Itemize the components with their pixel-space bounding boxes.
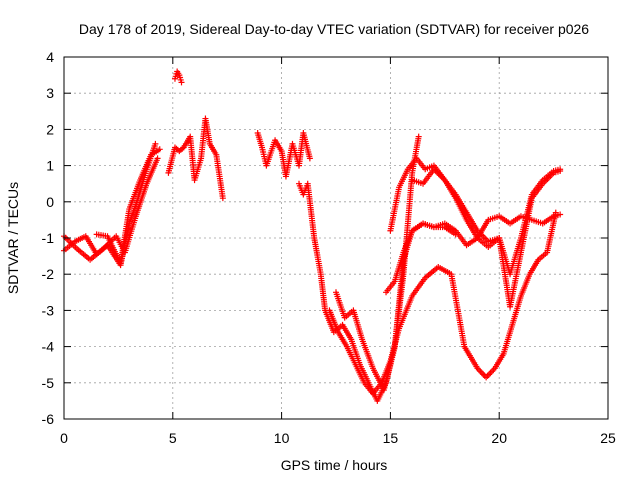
x-tick-label: 0 bbox=[60, 430, 68, 446]
data-point bbox=[557, 168, 564, 175]
x-tick-label: 20 bbox=[491, 430, 507, 446]
axis-ticks: -6 -5 -4 -3 -2 -1 0 1 2 3 4 0 5 10 15 20 25 bbox=[42, 49, 616, 446]
data-point bbox=[152, 140, 159, 147]
y-tick-label: -6 bbox=[42, 411, 55, 427]
y-tick-label: -3 bbox=[42, 302, 55, 318]
y-tick-label: -2 bbox=[42, 266, 55, 282]
data-point bbox=[178, 79, 185, 86]
data-point bbox=[154, 155, 161, 162]
y-tick-label: 3 bbox=[46, 85, 54, 101]
series-track-i bbox=[383, 220, 459, 296]
y-tick-label: 0 bbox=[46, 194, 54, 210]
grid bbox=[64, 57, 608, 419]
x-tick-label: 25 bbox=[600, 430, 616, 446]
y-axis-label: SDTVAR / TECUs bbox=[5, 182, 21, 294]
data-markers bbox=[61, 68, 564, 404]
y-tick-label: 2 bbox=[46, 121, 54, 137]
chart-title: Day 178 of 2019, Sidereal Day-to-day VTE… bbox=[79, 21, 589, 37]
x-tick-label: 5 bbox=[169, 430, 177, 446]
data-point bbox=[452, 231, 459, 238]
series-spike-5h bbox=[171, 68, 185, 86]
series-cluster-5h bbox=[165, 115, 226, 202]
x-axis-label: GPS time / hours bbox=[281, 457, 388, 473]
data-point bbox=[557, 211, 564, 218]
series-track-f bbox=[333, 211, 564, 394]
data-point bbox=[306, 155, 313, 162]
series-track-h bbox=[409, 166, 564, 310]
y-tick-label: -4 bbox=[42, 339, 55, 355]
y-tick-label: -1 bbox=[42, 230, 55, 246]
series-cluster-9h bbox=[254, 130, 313, 180]
y-tick-label: -5 bbox=[42, 375, 55, 391]
data-point bbox=[219, 195, 226, 202]
x-tick-label: 10 bbox=[274, 430, 290, 446]
y-tick-label: 1 bbox=[46, 158, 54, 174]
x-tick-label: 15 bbox=[383, 430, 399, 446]
data-point bbox=[415, 133, 422, 140]
y-tick-label: 4 bbox=[46, 49, 54, 65]
series-track-c bbox=[93, 146, 163, 267]
data-point bbox=[156, 146, 163, 153]
